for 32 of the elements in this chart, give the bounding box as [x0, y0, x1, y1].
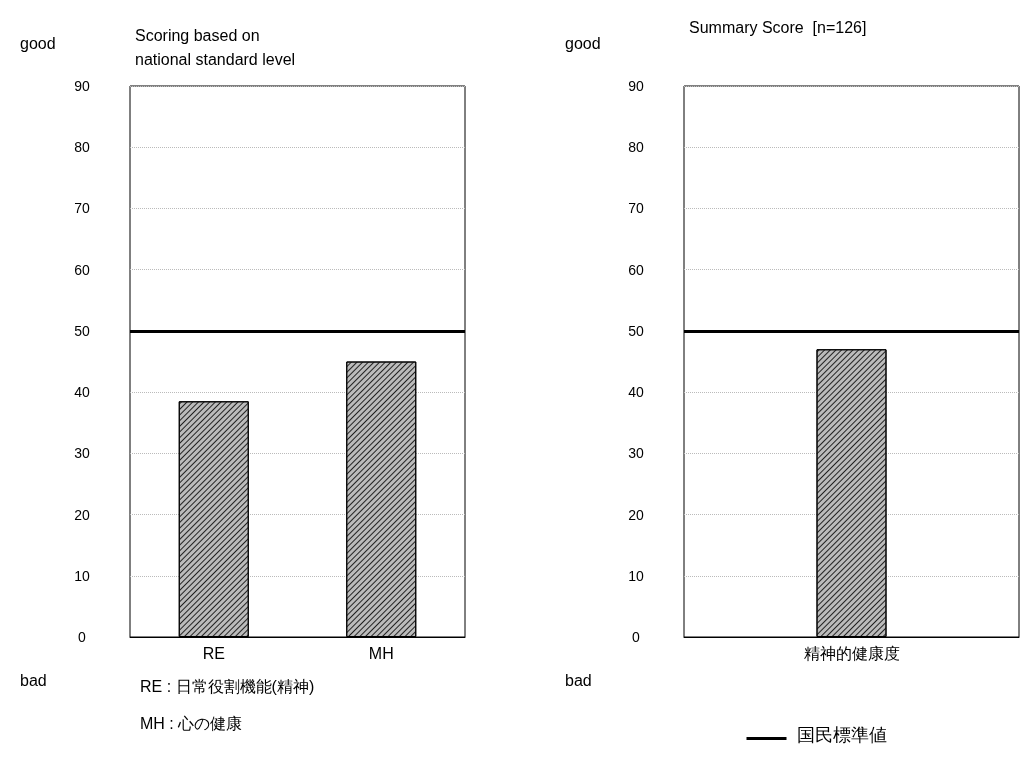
x-tick-label: 精神的健康度: [803, 644, 900, 662]
y-tick-label: 10: [628, 567, 644, 584]
x-tick-label: MH: [368, 644, 394, 662]
text: bad: [20, 671, 47, 689]
y-tick-label: 0: [632, 629, 641, 645]
y-tick-label: 20: [74, 506, 90, 523]
y-tick-label: 80: [74, 139, 90, 156]
y-tick-label: 40: [74, 384, 90, 401]
y-tick-label: 10: [74, 567, 90, 584]
legend-label: 国民標準値: [797, 725, 887, 745]
y-tick-label: 30: [74, 445, 90, 462]
y-tick-label: 90: [628, 78, 644, 94]
text: MH : 心の健康: [140, 714, 243, 732]
chart-title: Summary Score [n=126]: [689, 18, 867, 36]
text: bad: [565, 671, 592, 689]
y-tick-label: 80: [628, 139, 644, 156]
text: good: [565, 34, 601, 52]
text: RE : 日常役割機能(精神): [140, 677, 315, 695]
y-tick-label: 30: [628, 445, 644, 462]
y-tick-label: 60: [74, 261, 90, 278]
chart-title: Scoring based on national standard level: [135, 26, 296, 68]
y-tick-label: 50: [628, 322, 644, 339]
y-tick-label: 40: [628, 384, 644, 401]
y-tick-label: 0: [78, 629, 87, 645]
y-tick-label: 90: [74, 78, 90, 94]
x-tick-label: RE: [202, 644, 225, 662]
text: good: [20, 34, 56, 52]
y-tick-label: 70: [74, 200, 90, 217]
y-tick-label: 20: [628, 506, 644, 523]
y-tick-label: 50: [74, 322, 90, 339]
y-tick-label: 60: [628, 261, 644, 278]
y-tick-label: 70: [628, 200, 644, 217]
